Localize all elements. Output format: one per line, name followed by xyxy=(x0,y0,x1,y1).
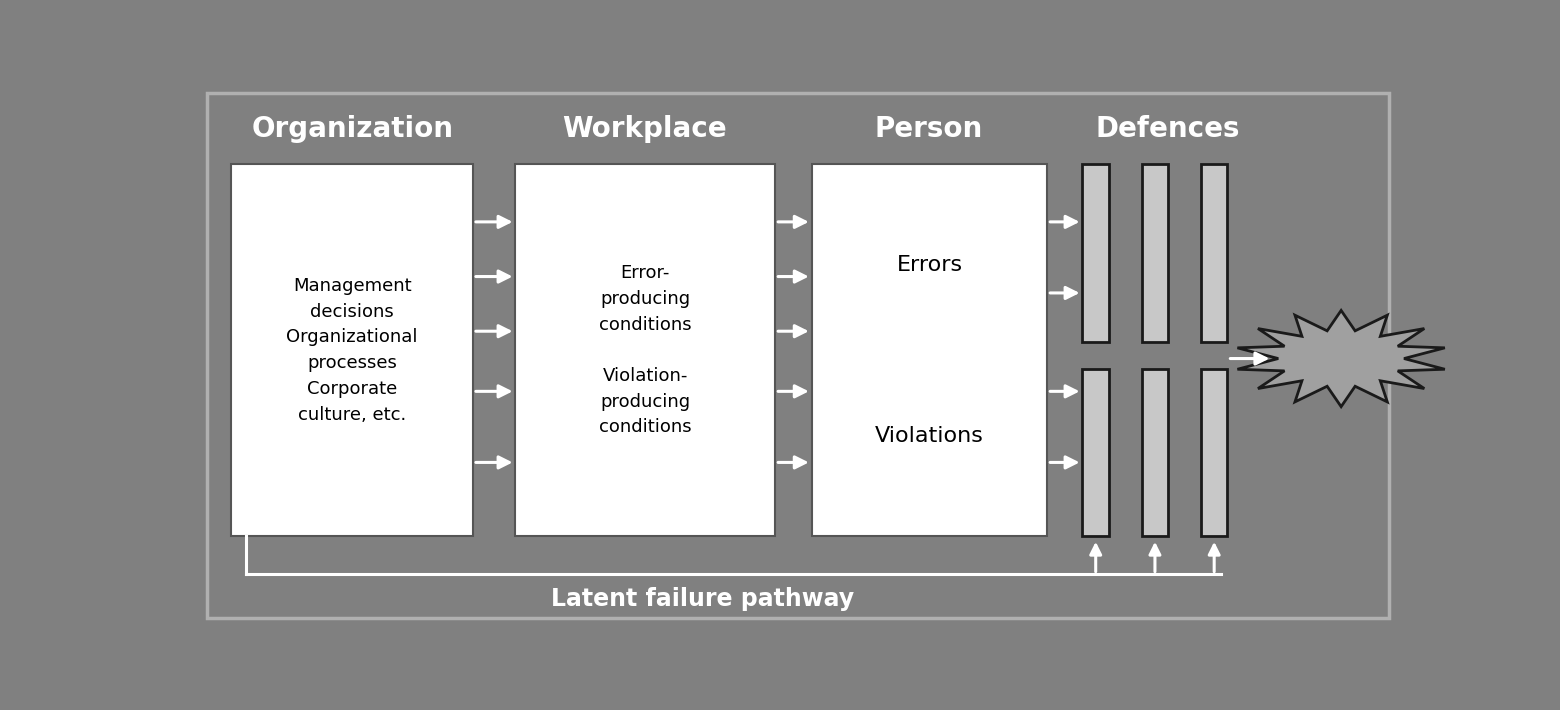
FancyBboxPatch shape xyxy=(1201,165,1228,342)
FancyBboxPatch shape xyxy=(1142,369,1168,536)
Text: Workplace: Workplace xyxy=(563,114,727,143)
Text: Organization: Organization xyxy=(251,114,452,143)
Text: Person: Person xyxy=(875,114,983,143)
FancyBboxPatch shape xyxy=(207,94,1390,618)
FancyBboxPatch shape xyxy=(1083,369,1109,536)
FancyBboxPatch shape xyxy=(1142,165,1168,342)
Text: Defences: Defences xyxy=(1097,114,1240,143)
FancyBboxPatch shape xyxy=(811,165,1047,536)
Polygon shape xyxy=(1237,310,1445,407)
Text: Latent failure pathway: Latent failure pathway xyxy=(551,587,855,611)
Text: Management
decisions
Organizational
processes
Corporate
culture, etc.: Management decisions Organizational proc… xyxy=(287,277,418,424)
FancyBboxPatch shape xyxy=(1083,165,1109,342)
FancyBboxPatch shape xyxy=(231,165,473,536)
FancyBboxPatch shape xyxy=(515,165,775,536)
Text: Error-
producing
conditions

Violation-
producing
conditions: Error- producing conditions Violation- p… xyxy=(599,264,691,437)
FancyBboxPatch shape xyxy=(1201,369,1228,536)
Text: Violations: Violations xyxy=(875,426,984,446)
Text: Errors: Errors xyxy=(897,255,963,275)
